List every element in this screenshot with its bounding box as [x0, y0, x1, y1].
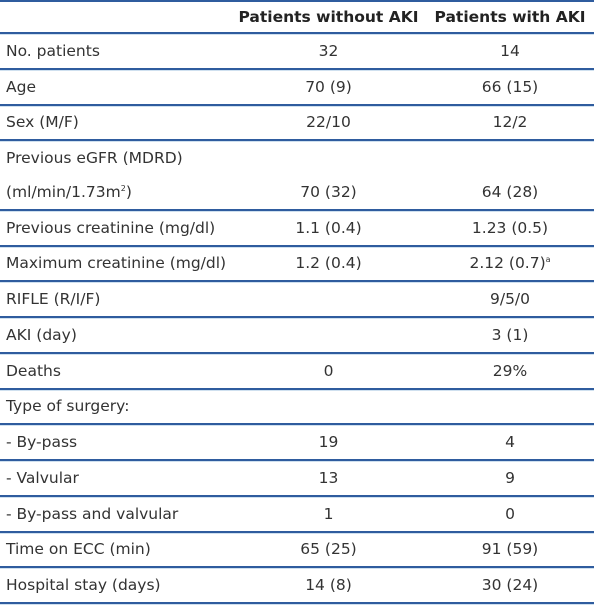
value-with-aki: 9	[426, 469, 594, 487]
row-label-text: RIFLE (R/I/F)	[6, 290, 101, 309]
row-label-text: Previous creatinine (mg/dl)	[6, 218, 216, 237]
row-label: Age	[0, 78, 231, 96]
value-with-aki-text: 64 (28)	[481, 182, 539, 201]
value-without-aki: 1.1 (0.4)	[295, 218, 362, 237]
table-row: Hospital stay (days) 14 (8) 30 (24)	[0, 568, 594, 604]
table-row: Previous creatinine (mg/dl) 1.1 (0.4) 1.23…	[0, 211, 594, 247]
row-label: Maximum creatinine (mg/dl)	[0, 254, 231, 272]
table-row: RIFLE (R/I/F) 9/5/0	[0, 282, 594, 318]
row-label-text: - Valvular	[6, 468, 79, 487]
table-header: Patients without AKI Patients with AKI	[0, 2, 594, 34]
value-with-aki: 12/2	[426, 113, 594, 131]
table-row: Previous eGFR (MDRD)	[0, 141, 594, 175]
row-label-text: Age	[6, 77, 36, 96]
row-label-text: - By-pass and valvular	[6, 504, 179, 523]
header-without-aki: Patients without AKI	[238, 8, 419, 26]
table-row: - By-pass and valvular 1 0	[0, 497, 594, 533]
table-row: Type of surgery:	[0, 390, 594, 426]
value-without-aki: 22/10	[306, 113, 351, 132]
table-row: - By-pass 19 4	[0, 425, 594, 461]
table-row: AKI (day) 3 (1)	[0, 318, 594, 354]
value-with-aki-text: 4	[505, 433, 515, 452]
row-label-text: Time on ECC (min)	[6, 540, 151, 559]
value-with-aki: 14	[426, 42, 594, 60]
row-label: Previous creatinine (mg/dl)	[0, 219, 231, 237]
table-row: Sex (M/F) 22/10 12/2	[0, 106, 594, 142]
value-with-aki-text: 0	[505, 504, 515, 523]
header-with-aki: Patients with AKI	[434, 8, 586, 26]
row-label: Type of surgery:	[0, 397, 231, 415]
value-with-aki-text: 2.12 (0.7)	[469, 254, 546, 273]
value-without-aki: 1	[323, 504, 334, 523]
value-with-aki-text: 66 (15)	[481, 77, 539, 96]
row-label-text: No. patients	[6, 41, 100, 60]
table-row: Deaths 0 29%	[0, 354, 594, 390]
value-with-aki: 2.12 (0.7)a	[426, 254, 594, 272]
row-label-text: Previous eGFR (MDRD)	[6, 149, 183, 168]
table-row: Time on ECC (min) 65 (25) 91 (59)	[0, 533, 594, 569]
value-with-aki: 66 (15)	[426, 78, 594, 96]
value-with-aki-text: 1.23 (0.5)	[471, 218, 549, 237]
value-without-aki: 14 (8)	[305, 576, 352, 595]
row-label: Time on ECC (min)	[0, 540, 231, 558]
value-without-aki: 0	[323, 361, 334, 380]
row-label-end: )	[125, 182, 132, 201]
table-row: - Valvular 13 9	[0, 461, 594, 497]
table-row: Age 70 (9) 66 (15)	[0, 70, 594, 106]
value-with-aki: 9/5/0	[426, 290, 594, 308]
value-without-aki: 13	[318, 468, 339, 487]
row-label-text: - By-pass	[6, 433, 78, 452]
row-label-text: Hospital stay (days)	[6, 576, 161, 595]
row-label: - By-pass and valvular	[0, 505, 231, 523]
row-label: Hospital stay (days)	[0, 576, 231, 594]
row-label-text: Maximum creatinine (mg/dl)	[6, 254, 227, 273]
value-with-aki-text: 9/5/0	[489, 290, 531, 309]
table-row: (ml/min/1.73m2) 70 (32) 64 (28)	[0, 175, 594, 211]
superscript: 2	[120, 183, 126, 193]
value-with-aki: 29%	[426, 362, 594, 380]
value-without-aki: 65 (25)	[300, 540, 357, 559]
row-label-text: Type of surgery:	[6, 397, 130, 416]
value-without-aki: 32	[318, 41, 339, 60]
row-label: RIFLE (R/I/F)	[0, 290, 231, 308]
value-without-aki: 1.2 (0.4)	[295, 254, 362, 273]
footnote-marker: a	[545, 255, 551, 265]
value-with-aki: 91 (59)	[426, 540, 594, 558]
row-label-text: Sex (M/F)	[6, 113, 79, 132]
value-with-aki-text: 30 (24)	[481, 576, 539, 595]
value-with-aki: 0	[426, 505, 594, 523]
row-label: No. patients	[0, 42, 231, 60]
table-row: No. patients 32 14	[0, 34, 594, 70]
value-with-aki: 1.23 (0.5)	[426, 219, 594, 237]
value-with-aki-text: 12/2	[492, 113, 528, 132]
value-with-aki: 30 (24)	[426, 576, 594, 594]
value-with-aki-text: 91 (59)	[481, 540, 539, 559]
value-without-aki: 70 (32)	[300, 182, 357, 201]
row-label: Previous eGFR (MDRD)	[0, 149, 231, 167]
value-with-aki: 4	[426, 433, 594, 451]
row-label-text: AKI (day)	[6, 325, 77, 344]
row-label-text: Deaths	[6, 361, 61, 380]
table-row: Maximum creatinine (mg/dl) 1.2 (0.4) 2.12 …	[0, 247, 594, 283]
value-without-aki: 19	[318, 433, 339, 452]
value-with-aki-text: 3 (1)	[491, 325, 529, 344]
row-label: AKI (day)	[0, 326, 231, 344]
value-with-aki: 3 (1)	[426, 326, 594, 344]
row-label: - By-pass	[0, 433, 231, 451]
row-label: (ml/min/1.73m2)	[0, 183, 231, 201]
row-label: Deaths	[0, 362, 231, 380]
value-with-aki-text: 14	[500, 41, 520, 60]
value-with-aki-text: 9	[505, 468, 515, 487]
value-with-aki: 64 (28)	[426, 183, 594, 201]
row-label-text: (ml/min/1.73m	[6, 182, 121, 201]
patient-characteristics-table: Patients without AKI Patients with AKI N…	[0, 0, 594, 604]
value-without-aki: 70 (9)	[305, 77, 352, 96]
row-label: - Valvular	[0, 469, 231, 487]
row-label: Sex (M/F)	[0, 113, 231, 131]
value-with-aki-text: 29%	[492, 361, 528, 380]
